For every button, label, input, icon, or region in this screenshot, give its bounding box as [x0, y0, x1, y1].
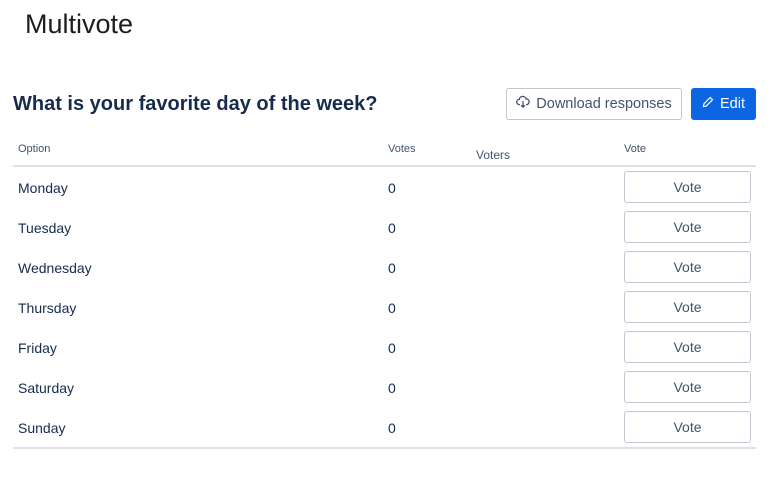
- app-title: Multivote: [25, 9, 134, 39]
- column-header-voters: Voters: [476, 148, 511, 162]
- vote-button[interactable]: Vote: [624, 171, 751, 203]
- table-row: Wednesday 0 Vote: [13, 248, 756, 288]
- vote-count: 0: [388, 340, 396, 356]
- vote-count: 0: [388, 300, 396, 316]
- option-label: Thursday: [18, 300, 77, 316]
- option-label: Wednesday: [18, 260, 92, 276]
- header-divider: [13, 165, 756, 167]
- table-row: Friday 0 Vote: [13, 328, 756, 368]
- table-row: Sunday 0 Vote: [13, 408, 756, 448]
- download-responses-button[interactable]: Download responses: [506, 88, 682, 120]
- option-label: Saturday: [18, 380, 75, 396]
- vote-button[interactable]: Vote: [624, 291, 751, 323]
- vote-button[interactable]: Vote: [624, 211, 751, 243]
- table-row: Thursday 0 Vote: [13, 288, 756, 328]
- option-label: Monday: [18, 180, 68, 196]
- vote-count: 0: [388, 380, 396, 396]
- vote-count: 0: [388, 260, 396, 276]
- column-header-vote: Vote: [624, 143, 647, 155]
- vote-button[interactable]: Vote: [624, 331, 751, 363]
- option-label: Sunday: [18, 420, 66, 436]
- table-bottom-divider: [13, 447, 756, 449]
- option-label: Tuesday: [18, 220, 72, 236]
- edit-button[interactable]: Edit: [691, 88, 756, 120]
- question-title: What is your favorite day of the week?: [13, 93, 378, 115]
- vote-count: 0: [388, 180, 396, 196]
- table-row: Saturday 0 Vote: [13, 368, 756, 408]
- column-header-votes: Votes: [388, 143, 416, 155]
- vote-count: 0: [388, 420, 396, 436]
- vote-button[interactable]: Vote: [624, 251, 751, 283]
- table-row: Monday 0 Vote: [13, 168, 756, 208]
- cloud-download-icon: [516, 95, 531, 113]
- column-header-option: Option: [18, 143, 51, 155]
- option-label: Friday: [18, 340, 57, 356]
- vote-button[interactable]: Vote: [624, 411, 751, 443]
- edit-label: Edit: [720, 96, 745, 112]
- download-responses-label: Download responses: [536, 96, 672, 112]
- vote-button[interactable]: Vote: [624, 371, 751, 403]
- table-row: Tuesday 0 Vote: [13, 208, 756, 248]
- pencil-icon: [702, 96, 714, 112]
- vote-count: 0: [388, 220, 396, 236]
